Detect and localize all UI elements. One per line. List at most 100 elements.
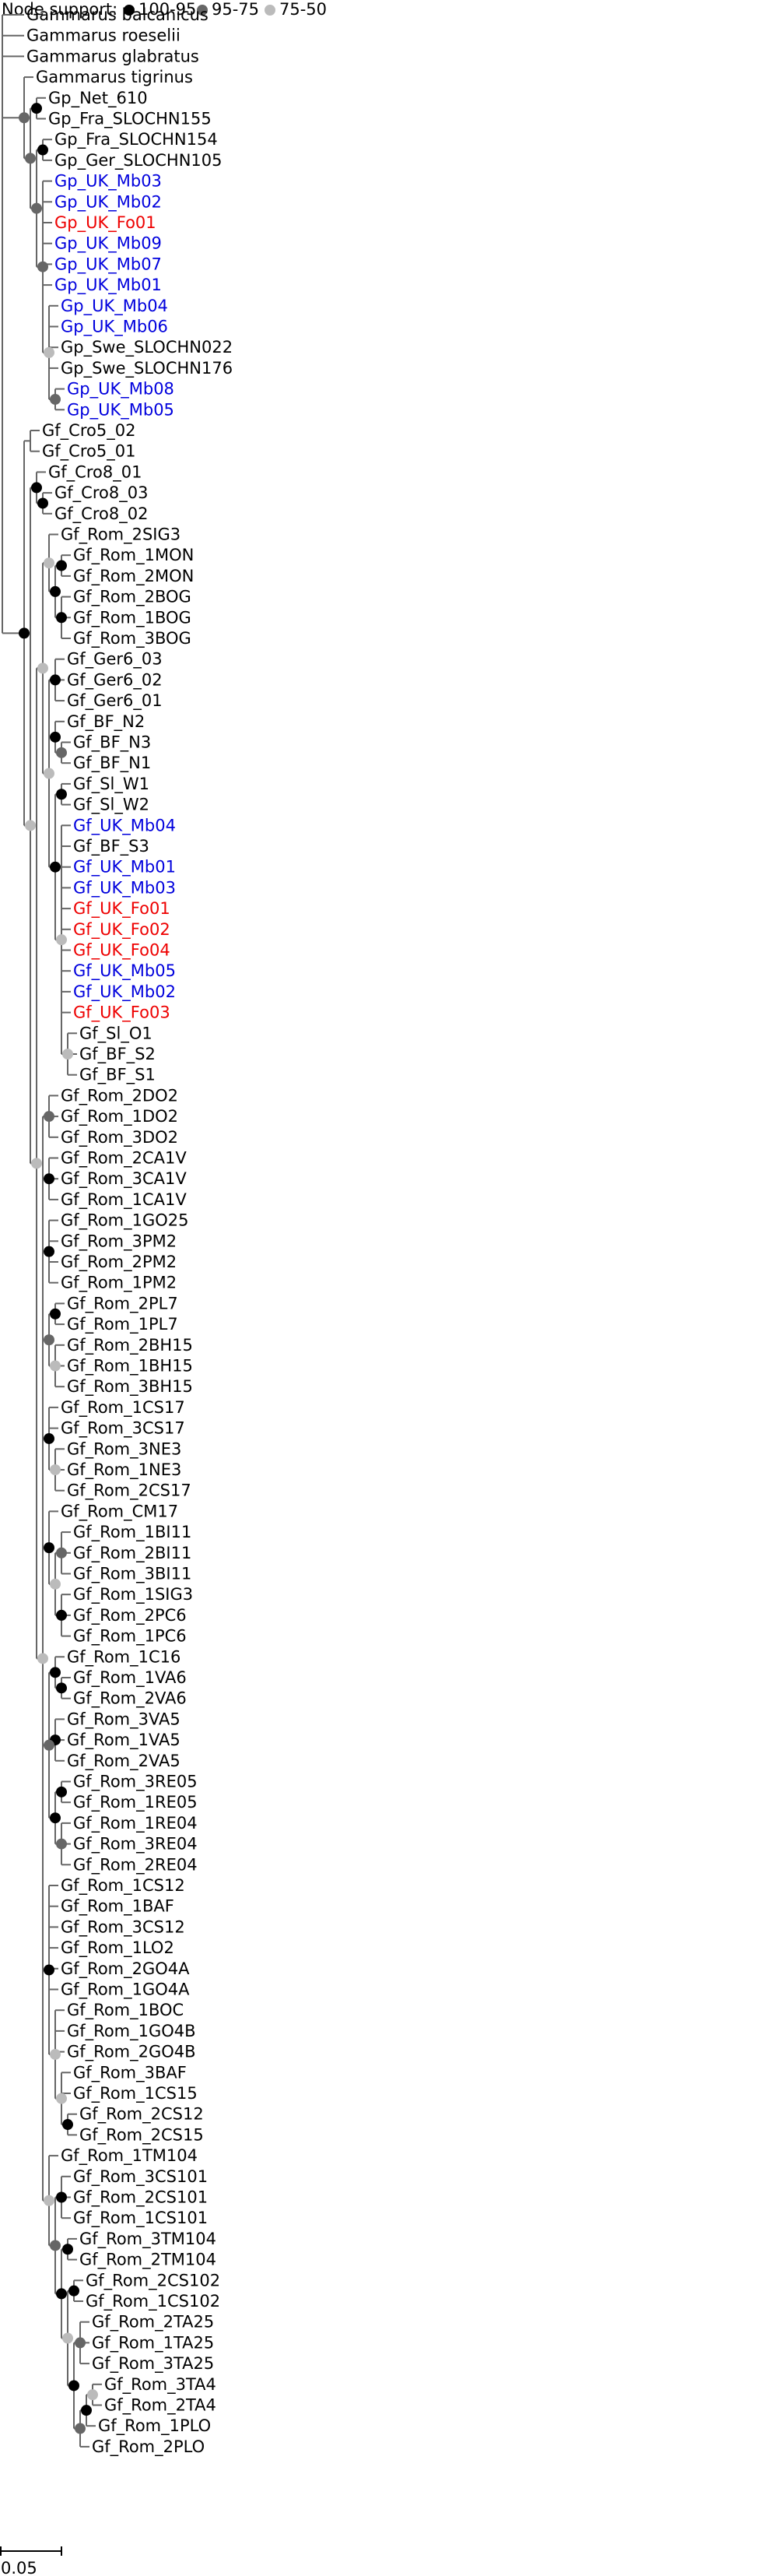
support-node: [44, 557, 54, 569]
support-node: [56, 1786, 67, 1798]
leaf-label: Gf_Rom_2CS17: [67, 1481, 191, 1501]
support-node: [37, 261, 48, 272]
support-node: [56, 1609, 67, 1621]
support-node: [25, 153, 36, 164]
leaf-label: Gf_Rom_1BH15: [67, 1357, 193, 1376]
leaf-label: Gf_Cro5_02: [42, 421, 135, 441]
support-node: [50, 861, 61, 873]
leaf-label: Gf_Rom_3PM2: [61, 1232, 177, 1251]
leaf-label: Gf_Rom_2PLO: [92, 2437, 205, 2457]
leaf-label: Gf_BF_N3: [73, 733, 151, 753]
support-node: [31, 202, 42, 214]
leaf-label: Gf_BF_S1: [79, 1066, 156, 1085]
support-node: [50, 1578, 61, 1590]
support-node: [31, 482, 42, 494]
leaf-label: Gammarus balcanicus: [26, 5, 209, 24]
leaf-label: Gf_Rom_2GO4A: [61, 1959, 190, 1979]
support-node: [56, 747, 67, 758]
leaf-label: Gf_Rom_2TA25: [92, 2313, 214, 2332]
support-node: [56, 789, 67, 800]
support-node: [62, 1049, 73, 1060]
leaf-label: Gf_Rom_1PC6: [73, 1627, 187, 1646]
support-node: [44, 346, 54, 358]
leaf-label: Gp_Fra_SLOCHN155: [48, 110, 212, 129]
leaf-label: Gf_Rom_2DO2: [61, 1086, 178, 1105]
leaf-label: Gf_Rom_2CS101: [73, 2188, 208, 2208]
support-node: [25, 820, 36, 831]
leaf-label: Gf_Ger6_03: [67, 650, 163, 669]
leaf-label: Gp_UK_Mb08: [67, 380, 174, 399]
leaf-label: Gf_Rom_1PM2: [61, 1274, 177, 1293]
leaf-label: Gf_Rom_3VA5: [67, 1710, 180, 1729]
leaf-label: Gf_Sl_W1: [73, 775, 149, 794]
leaf-label: Gf_UK_Mb03: [73, 878, 176, 898]
support-node: [87, 2389, 98, 2401]
legend-dot-mid: [197, 5, 208, 16]
leaf-label: Gp_Net_610: [48, 89, 148, 108]
leaf-label: Gf_Rom_1CS101: [73, 2209, 208, 2228]
leaf-label: Gf_Rom_3RE04: [73, 1835, 198, 1854]
leaf-label: Gf_Rom_3TA4: [104, 2375, 216, 2395]
leaf-label: Gf_Rom_1VA6: [73, 1668, 187, 1688]
leaf-label: Gf_Rom_2BH15: [67, 1336, 193, 1355]
leaf-label: Gf_Rom_1SIG3: [73, 1585, 193, 1604]
leaf-label: Gf_Rom_2PL7: [67, 1294, 178, 1313]
support-node: [56, 612, 67, 624]
leaf-label: Gf_Rom_1MON: [73, 546, 194, 565]
leaf-label: Gp_UK_Mb06: [61, 318, 168, 337]
leaf-label: Gf_Rom_2TM104: [79, 2251, 216, 2270]
support-node: [44, 1542, 54, 1554]
leaf-label: Gf_Rom_2SIG3: [61, 525, 180, 545]
leaf-label: Gf_Rom_1LO2: [61, 1938, 174, 1958]
legend-label-mid: 95-75: [212, 0, 259, 19]
leaf-label: Gp_UK_Mb09: [54, 234, 162, 254]
leaf-label: Gf_Rom_2CA1V: [61, 1149, 187, 1169]
legend-label-low: 75-50: [279, 0, 327, 19]
support-node: [50, 1812, 61, 1824]
leaf-label: Gf_Rom_3BOG: [73, 629, 191, 648]
leaf-label: Gf_Rom_2MON: [73, 567, 194, 586]
support-node: [50, 1360, 61, 1372]
support-node: [56, 1838, 67, 1850]
support-node: [37, 1653, 48, 1664]
support-node: [75, 2423, 86, 2434]
leaf-label: Gf_Cro8_02: [54, 504, 148, 524]
legend-dot-low: [265, 5, 275, 16]
leaf-label: Gf_Rom_2VA5: [67, 1752, 180, 1771]
support-node: [37, 144, 48, 156]
scale-bar-line: [0, 2546, 62, 2556]
leaf-label: Gf_Rom_2PC6: [73, 1606, 187, 1625]
leaf-label: Gammarus glabratus: [26, 47, 199, 65]
support-node: [56, 1547, 67, 1559]
support-node: [62, 2119, 73, 2131]
support-node: [50, 393, 61, 405]
leaf-label: Gf_Rom_1NE3: [67, 1460, 181, 1480]
support-node: [44, 1739, 54, 1751]
support-node: [56, 934, 67, 946]
support-node: [62, 2332, 73, 2344]
leaf-label: Gf_Cro5_01: [42, 442, 135, 462]
support-node: [44, 1173, 54, 1185]
leaf-label: Gf_Cro8_01: [48, 462, 142, 482]
leaf-label: Gf_BF_S3: [73, 837, 149, 856]
support-node: [37, 662, 48, 674]
leaf-label: Gf_Rom_1GO4A: [61, 1980, 190, 2000]
leaf-label: Gf_Cro8_03: [54, 483, 148, 503]
support-node: [56, 2191, 67, 2203]
leaf-label: Gf_Rom_2CS102: [86, 2271, 220, 2290]
leaf-label: Gp_UK_Mb03: [54, 172, 162, 192]
leaf-label: Gf_Rom_2CS12: [79, 2105, 204, 2124]
leaf-label: Gf_Rom_3BI11: [73, 1565, 191, 1584]
leaf-label: Gf_Rom_2BOG: [73, 588, 191, 607]
leaf-label: Gf_Rom_1CA1V: [61, 1190, 187, 1210]
leaf-label: Gf_Rom_2PM2: [61, 1253, 177, 1272]
leaf-label: Gf_Ger6_01: [67, 691, 163, 711]
leaf-label: Gf_Rom_1DO2: [61, 1107, 178, 1126]
leaf-label: Gf_Rom_2GO4B: [67, 2043, 196, 2062]
support-node: [50, 2048, 61, 2060]
support-node: [44, 1964, 54, 1976]
leaf-label: Gf_Rom_3CA1V: [61, 1169, 187, 1189]
leaf-label: Gf_UK_Fo01: [73, 899, 170, 919]
leaf-label: Gp_UK_Mb04: [61, 297, 168, 316]
